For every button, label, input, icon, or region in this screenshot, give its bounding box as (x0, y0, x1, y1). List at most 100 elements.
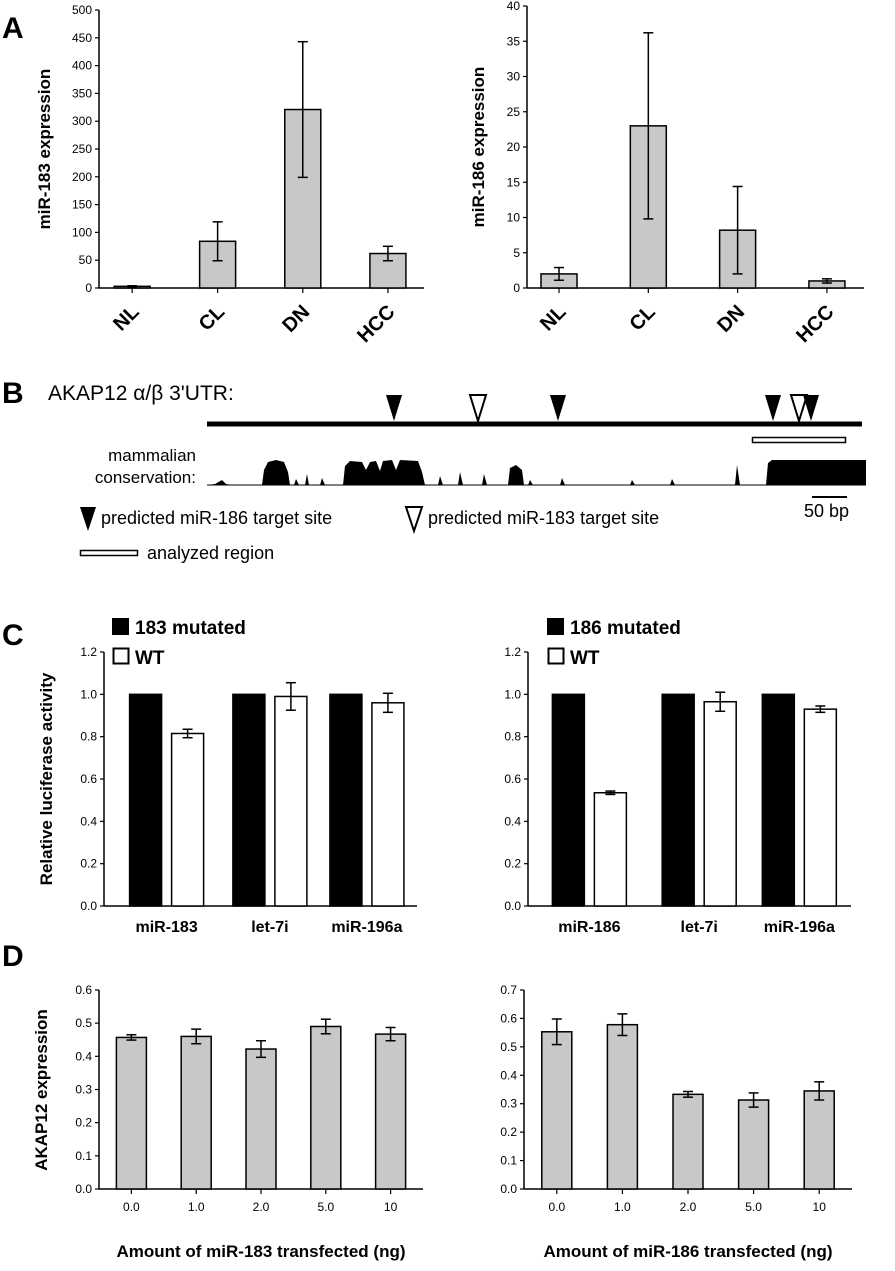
y-axis-label: miR-186 expression (469, 67, 488, 228)
y-tick-label: 400 (72, 59, 92, 73)
mir183-site-1 (468, 394, 488, 425)
legend-label-wt: WT (570, 648, 600, 669)
chart-d-mir186-dose: 0.0 0.1 0.2 0.3 0.4 0.5 0.6 0.7 0.0 1.0 2.0 5.0 10 Am… (500, 983, 852, 1261)
y-tick-label: 40 (507, 0, 521, 13)
y-tick-label: 0.5 (75, 1016, 92, 1030)
x-category-label: NL (536, 301, 570, 335)
y-tick-label: 25 (507, 105, 521, 119)
x-category-label: 0.0 (548, 1200, 565, 1214)
x-category-label: 1.0 (188, 1200, 205, 1214)
x-axis-label: Amount of miR-183 transfected (ng) (116, 1242, 405, 1261)
conservation-track (207, 460, 866, 486)
y-tick-label: 1.2 (80, 645, 97, 659)
legend-mir183-label: predicted miR-183 target site (428, 508, 659, 528)
y-tick-label: 0.4 (80, 814, 97, 828)
bar (737, 1099, 770, 1190)
y-tick-label: 0.7 (500, 983, 517, 997)
y-tick-label: 0.0 (75, 1182, 92, 1196)
legend-label-183-mutated: 183 mutated (135, 618, 246, 639)
y-tick-label: 150 (72, 198, 92, 212)
legend-swatch-183-mutated (112, 618, 129, 635)
chart-d-mir183-dose: 0.0 0.1 0.2 0.3 0.4 0.5 0.6 0.0 1.0 2.0 5.0 10 AKAP1… (32, 983, 423, 1261)
y-tick-label: 5 (513, 246, 520, 260)
y-tick-label: 20 (507, 140, 521, 154)
bar-wt (170, 732, 205, 907)
bar-mutated (551, 693, 586, 907)
y-tick-label: 300 (72, 114, 92, 128)
x-axis-label: Amount of miR-186 transfected (ng) (543, 1242, 832, 1261)
y-tick-label: 0.4 (75, 1049, 92, 1063)
y-tick-label: 10 (507, 211, 521, 225)
x-category-label: 2.0 (253, 1200, 270, 1214)
y-tick-label: 0.0 (80, 899, 97, 913)
mir186-site-4 (803, 395, 819, 421)
analyzed-region-bar (751, 436, 847, 444)
bar-mutated (761, 693, 796, 907)
scale-bar-label: 50 bp (804, 501, 849, 521)
chart-a-mir186: 0 5 10 15 20 25 30 35 40 NL CL DN HCC miR-186 express… (469, 0, 864, 347)
y-tick-label: 200 (72, 170, 92, 184)
y-tick-label: 0.0 (504, 899, 521, 913)
x-category-label: miR-186 (558, 919, 620, 936)
y-tick-label: 0.6 (75, 983, 92, 997)
chart-c-186-luciferase: 0.0 0.2 0.4 0.6 0.8 1.0 1.2 miR-186 let-7i miR-19… (504, 645, 851, 936)
x-category-label: CL (195, 301, 229, 335)
legend-region-label: analyzed region (147, 543, 274, 563)
x-category-label: HCC (353, 301, 399, 347)
y-tick-label: 0.1 (500, 1154, 517, 1168)
y-tick-label: 1.2 (504, 645, 521, 659)
bar (245, 1048, 277, 1190)
y-tick-label: 0.2 (80, 857, 97, 871)
x-category-label: 10 (813, 1200, 827, 1214)
y-tick-label: 0.6 (500, 1011, 517, 1025)
panel-label-b: B (2, 377, 24, 410)
legend-swatch-wt (547, 647, 565, 665)
panel-label-a: A (2, 12, 24, 45)
y-tick-label: 0 (85, 281, 92, 295)
bar (672, 1093, 704, 1190)
y-tick-label: 0.8 (80, 730, 97, 744)
mir186-site-3 (765, 395, 781, 421)
bar (310, 1025, 342, 1190)
y-tick-label: 1.0 (80, 687, 97, 701)
panel-b-schematic: AKAP12 α/β 3'UTR: mammalian conservation… (48, 382, 866, 563)
legend-open-rectangle-icon (79, 549, 139, 557)
y-tick-label: 0.4 (500, 1068, 517, 1082)
y-tick-label: 1.0 (504, 687, 521, 701)
bar-wt (274, 695, 308, 907)
y-tick-label: 15 (507, 175, 521, 189)
x-category-label: 0.0 (123, 1200, 140, 1214)
bar-wt (593, 792, 628, 907)
x-category-label: DN (713, 301, 749, 337)
y-tick-label: 0.4 (504, 814, 521, 828)
bar-mutated (128, 693, 163, 907)
y-tick-label: 0.6 (80, 772, 97, 786)
y-tick-label: 0.0 (500, 1182, 517, 1196)
bar-wt (703, 700, 737, 907)
legend-swatch-186-mutated (547, 618, 564, 635)
y-tick-label: 450 (72, 31, 92, 45)
legend-filled-triangle-icon (80, 507, 96, 531)
bar (803, 1090, 835, 1190)
mir186-site-2 (550, 395, 566, 421)
bar (541, 1031, 573, 1190)
y-axis-label: AKAP12 expression (32, 1009, 51, 1171)
conservation-label-line1: mammalian (108, 446, 196, 465)
x-category-label: 5.0 (745, 1200, 762, 1214)
bar-wt (371, 702, 405, 907)
bar-mutated (329, 693, 363, 907)
x-category-label: miR-196a (331, 919, 402, 936)
bar (115, 1036, 148, 1190)
x-category-label: let-7i (681, 919, 718, 936)
panel-label-d: D (2, 940, 24, 973)
y-axis-label: miR-183 expression (35, 69, 54, 230)
bar-mutated (661, 693, 695, 907)
y-tick-label: 100 (72, 225, 92, 239)
legend-mir186-label: predicted miR-186 target site (101, 508, 332, 528)
chart-a-mir183: 0 50 100 150 200 250 300 350 400 450 500 NL CL DN HCC m… (35, 3, 424, 347)
y-tick-label: 350 (72, 86, 92, 100)
legend-c-right: 186 mutated WT (547, 618, 681, 669)
x-category-label: 10 (384, 1200, 398, 1214)
conservation-profile (207, 460, 866, 485)
